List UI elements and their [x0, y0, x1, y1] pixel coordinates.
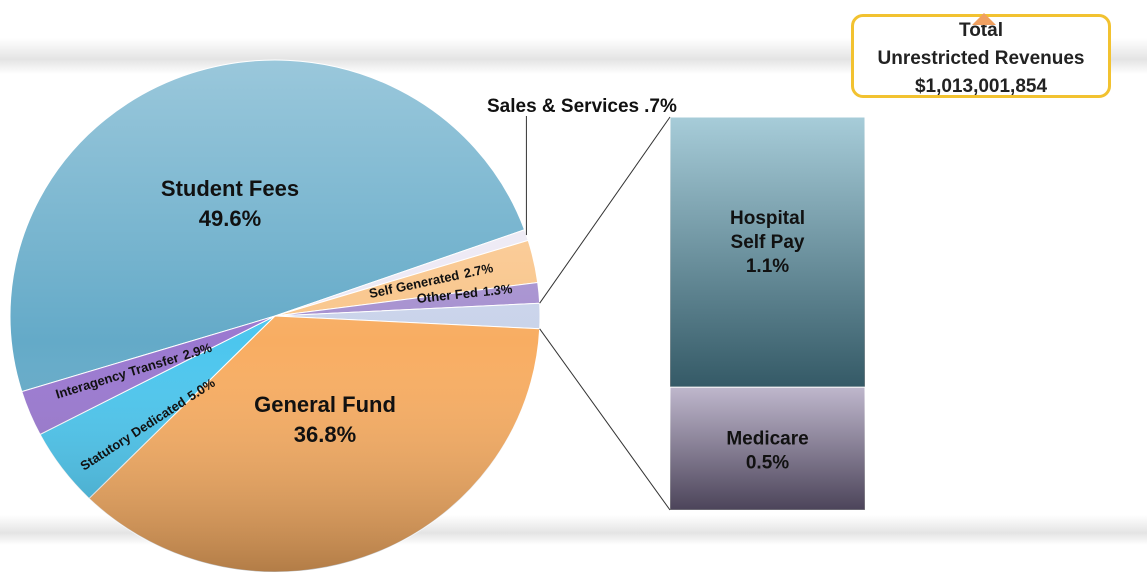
pie — [9, 59, 541, 573]
bar-label: Medicare 0.5% — [726, 429, 808, 474]
bar-label: Hospital Self Pay 1.1% — [730, 208, 805, 277]
bar-shading — [670, 117, 865, 388]
slice-category: Student Fees — [161, 176, 299, 201]
slice-label: Sales & Services .7% — [487, 96, 677, 117]
slice-label: Student Fees 49.6% — [161, 176, 299, 231]
slice-category: General Fund — [254, 392, 396, 417]
total-subtitle: Unrestricted Revenues — [877, 48, 1085, 69]
total-amount: $1,013,001,854 — [914, 76, 1048, 97]
bar-value: 1.1% — [746, 256, 789, 277]
slice-value: 36.8% — [294, 422, 356, 447]
slice-value: 49.6% — [199, 206, 261, 231]
slice-label: Other Fed 1.3% — [416, 281, 514, 306]
bar-category: Medicare — [726, 429, 808, 450]
bar-shading — [670, 387, 865, 510]
slice-value: 1.3% — [482, 281, 513, 299]
bar-category: Hospital Self Pay — [730, 208, 805, 253]
slice-category: Sales & Services — [487, 96, 639, 117]
connector — [539, 328, 671, 511]
slice-value: 2.7% — [462, 260, 495, 281]
total-box: Total Unrestricted Revenues $1,013,001,8… — [851, 13, 1111, 98]
total-title: Total — [959, 20, 1003, 41]
bar-value: 0.5% — [746, 453, 789, 474]
slice-value: .7% — [644, 96, 677, 117]
slice-category: Other Fed — [416, 285, 479, 306]
connector — [539, 116, 671, 304]
slice-label: General Fund 36.8% — [254, 392, 396, 447]
